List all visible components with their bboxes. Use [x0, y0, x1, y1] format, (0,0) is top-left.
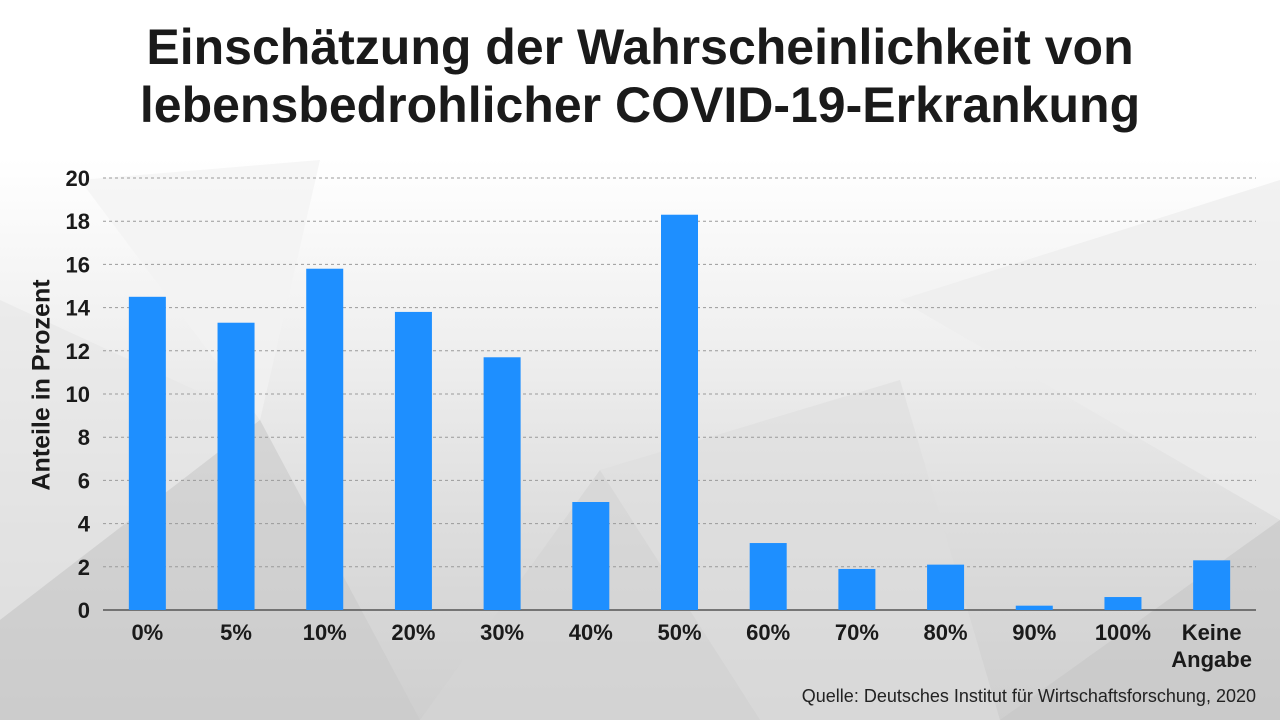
y-tick-label: 0	[78, 598, 90, 623]
y-tick-label: 12	[66, 339, 90, 364]
y-tick-label: 16	[66, 252, 90, 277]
y-tick-label: 18	[66, 209, 90, 234]
y-tick-label: 2	[78, 555, 90, 580]
bar	[1104, 597, 1142, 610]
bar	[661, 214, 698, 610]
bar	[128, 296, 166, 610]
y-axis-ticks: 0 2 4 6 8 10 12 14 16 18 20	[66, 166, 91, 623]
x-tick-label: 10%	[303, 620, 347, 645]
x-tick-label: 0%	[131, 620, 163, 645]
x-tick-label: Keine	[1182, 620, 1242, 645]
chart-title: Einschätzung der Wahrscheinlichkeit von …	[0, 18, 1280, 134]
title-line-1: Einschätzung der Wahrscheinlichkeit von	[146, 19, 1134, 75]
bar	[217, 322, 255, 610]
x-tick-label: 5%	[220, 620, 252, 645]
x-tick-label: 30%	[480, 620, 524, 645]
x-axis-ticks: 0% 5% 10% 20% 30% 40% 50% 60% 70% 80% 90% 100% Keine…	[131, 620, 1252, 672]
y-tick-label: 20	[66, 166, 90, 191]
title-line-2: lebensbedrohlicher COVID-19-Erkrankung	[139, 77, 1141, 133]
bar	[1015, 605, 1053, 610]
x-tick-label: 20%	[391, 620, 435, 645]
x-tick-label: 80%	[924, 620, 968, 645]
y-tick-label: 8	[78, 425, 90, 450]
bars	[128, 214, 1231, 610]
bar	[749, 543, 787, 610]
bar	[927, 564, 965, 610]
x-tick-label: 60%	[746, 620, 790, 645]
y-tick-label: 14	[66, 296, 91, 321]
y-tick-label: 4	[78, 512, 91, 537]
y-tick-label: 10	[66, 382, 90, 407]
bar	[306, 268, 344, 610]
x-tick-label: 40%	[569, 620, 613, 645]
bar	[483, 357, 521, 610]
x-tick-label: Angabe	[1171, 647, 1252, 672]
bar	[394, 311, 432, 610]
bar	[838, 568, 876, 610]
bar	[1193, 560, 1231, 610]
y-tick-label: 6	[78, 468, 90, 493]
x-tick-label: 50%	[657, 620, 701, 645]
x-tick-label: 90%	[1012, 620, 1056, 645]
x-tick-label: 100%	[1095, 620, 1151, 645]
bar	[572, 502, 610, 610]
source-note: Quelle: Deutsches Institut für Wirtschaf…	[801, 686, 1256, 706]
x-tick-label: 70%	[835, 620, 879, 645]
y-axis-label: Anteile in Prozent	[27, 279, 56, 491]
